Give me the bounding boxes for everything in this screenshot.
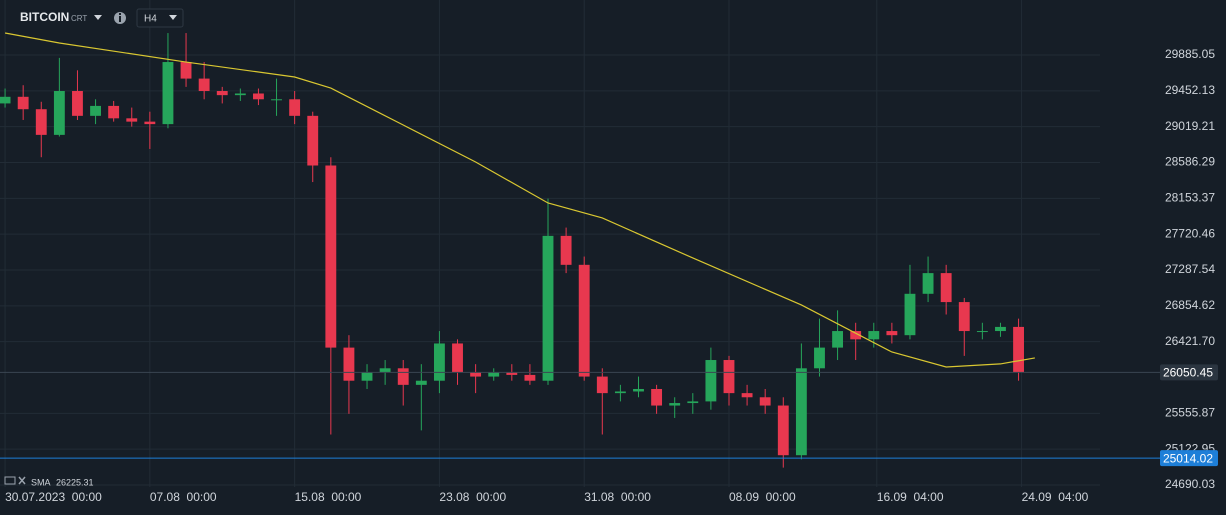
candle-body: [976, 331, 988, 333]
x-tick-label: 15.08 00:00: [295, 490, 362, 504]
candle-body: [180, 62, 192, 79]
candle-body: [542, 235, 554, 381]
candle-body: [669, 403, 681, 406]
candle-body: [379, 368, 391, 373]
indicator-settings[interactable]: [4, 476, 16, 485]
candle-body: [560, 235, 572, 265]
symbol[interactable]: BITCOIN: [20, 10, 69, 24]
candle-body: [397, 368, 409, 385]
y-tick-label: 27720.46: [1165, 226, 1215, 240]
candle-body: [777, 405, 789, 456]
timeframe-dropdown[interactable]: [169, 15, 177, 20]
y-tick-label: 28586.29: [1165, 155, 1215, 169]
y-tick-label: 26421.70: [1165, 334, 1215, 348]
candle-body: [687, 401, 699, 404]
sma-value: 26225.31: [56, 477, 94, 487]
y-tick-label: 28153.37: [1165, 191, 1215, 205]
candle-body: [705, 360, 717, 402]
candle-body: [651, 388, 663, 406]
candle-body: [488, 372, 500, 377]
candle-body: [795, 368, 807, 456]
candle-body: [922, 273, 934, 294]
candle-body: [144, 121, 156, 125]
candle-body: [832, 331, 844, 348]
y-tick-label: 29885.05: [1165, 47, 1215, 61]
y-tick-label: 29019.21: [1165, 119, 1215, 133]
candle-body: [361, 372, 373, 381]
x-tick-label: 08.09 00:00: [729, 490, 796, 504]
price-box: [1160, 450, 1218, 467]
candle-body: [596, 376, 608, 394]
timeframe: H4: [144, 14, 157, 25]
candle-body: [216, 91, 228, 96]
y-tick-label: 25555.87: [1165, 406, 1215, 420]
candle-body: [234, 93, 246, 96]
candle-body: [17, 96, 29, 110]
candle-body: [452, 343, 463, 373]
y-tick-label: 29452.13: [1165, 83, 1215, 97]
candle-body: [814, 347, 825, 369]
candle-body: [868, 331, 880, 340]
candle-body: [35, 109, 47, 135]
x-tick-label: 24.09 04:00: [1022, 490, 1089, 504]
candle-body: [0, 96, 11, 104]
candle-body: [325, 165, 337, 348]
candle-body: [271, 99, 282, 101]
price-label: 25014.02: [1163, 451, 1213, 465]
price-box: [1160, 364, 1218, 381]
candle-body: [524, 374, 536, 381]
candle-body: [506, 372, 518, 375]
sma-label: SMA: [31, 477, 51, 487]
candle-body: [343, 347, 355, 381]
indicator-close[interactable]: [18, 476, 26, 485]
candle-body: [289, 99, 301, 116]
candle-body: [53, 91, 65, 135]
info-icon-dot: [119, 13, 121, 15]
x-tick-label: 07.08 00:00: [150, 490, 217, 504]
candle-body: [90, 105, 101, 116]
y-tick-label: 26854.62: [1165, 298, 1215, 312]
x-tick-label: 23.08 00:00: [439, 490, 506, 504]
price-label: 26050.45: [1163, 366, 1213, 380]
candle-body: [850, 331, 862, 340]
candle-body: [198, 78, 210, 92]
candle-body: [307, 115, 319, 166]
x-tick-label: 31.08 00:00: [584, 490, 651, 504]
candle-body: [614, 391, 626, 394]
x-tick-label: 30.07.2023 00:00: [5, 490, 102, 504]
candle-body: [578, 264, 590, 377]
timeframe-select[interactable]: [136, 8, 184, 28]
candle-body: [72, 91, 83, 116]
candle-body: [253, 93, 264, 100]
candle-body: [995, 326, 1006, 332]
exchange: CRT: [71, 14, 87, 23]
x-tick-label: 16.09 04:00: [877, 490, 944, 504]
candle-body: [433, 343, 445, 381]
candle-body: [886, 331, 898, 336]
candle-body: [108, 105, 120, 119]
info-icon-glyph: [119, 16, 121, 22]
sma-line: [4, 32, 1035, 368]
candle-body: [633, 388, 644, 392]
candle-body: [162, 62, 174, 125]
y-tick-label: 24690.03: [1165, 477, 1215, 491]
candle-body: [741, 393, 753, 398]
candle-body: [904, 293, 916, 336]
candle-body: [415, 380, 427, 385]
candle-body: [958, 302, 970, 332]
candle-body: [940, 273, 952, 303]
candle-body: [1013, 326, 1024, 373]
candle-body: [470, 372, 482, 377]
candle-body: [126, 118, 138, 122]
symbol-dropdown[interactable]: [94, 15, 102, 20]
y-tick-label: 27287.54: [1165, 262, 1215, 276]
candle-body: [723, 360, 735, 394]
candle-body: [759, 397, 771, 406]
